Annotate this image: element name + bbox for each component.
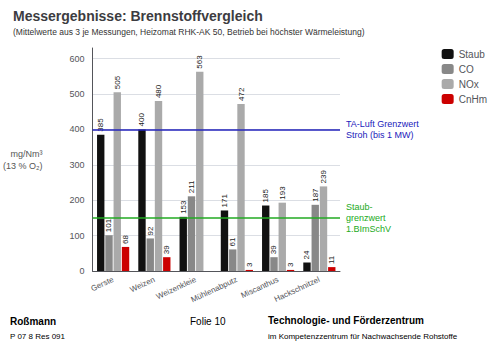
svg-text:563: 563 [195,55,204,69]
svg-text:grenzwert: grenzwert [346,213,386,223]
svg-text:P 07 8 Res 091: P 07 8 Res 091 [10,332,66,341]
svg-text:(Mittelwerte aus 3 je Messunge: (Mittelwerte aus 3 je Messungen, Heizoma… [13,27,365,37]
svg-text:Folie 10: Folie 10 [190,316,226,327]
svg-text:200: 200 [69,195,84,205]
svg-text:Mühlenabputz: Mühlenabputz [190,275,239,304]
svg-text:Miscanthus: Miscanthus [239,274,280,301]
svg-text:Technologie- und Förderzentrum: Technologie- und Förderzentrum [268,315,424,326]
svg-text:400: 400 [137,113,146,127]
svg-text:NOx: NOx [459,79,479,90]
svg-text:(13 % O₂): (13 % O₂) [3,161,43,171]
svg-text:Weizenkleie: Weizenkleie [154,274,198,302]
svg-text:Messergebnisse: Brennstoffverg: Messergebnisse: Brennstoffvergleich [13,8,263,24]
svg-text:Hackschnitzel: Hackschnitzel [273,275,322,304]
svg-text:39: 39 [162,245,171,254]
svg-text:CnHm: CnHm [459,94,487,105]
svg-text:472: 472 [237,87,246,101]
svg-text:1.BImSchV: 1.BImSchV [346,224,391,234]
svg-text:193: 193 [278,186,287,200]
svg-text:239: 239 [319,170,328,184]
svg-text:101: 101 [104,218,113,232]
svg-text:100: 100 [69,231,84,241]
svg-text:171: 171 [220,194,229,208]
svg-text:68: 68 [121,234,130,243]
svg-text:600: 600 [69,54,84,64]
svg-text:92: 92 [146,226,155,235]
svg-text:11: 11 [327,255,336,264]
svg-text:im Kompetenzzentrum für Nachwa: im Kompetenzzentrum für Nachwachsende Ro… [268,332,458,341]
svg-text:153: 153 [179,200,188,214]
svg-text:0: 0 [79,266,84,276]
svg-text:24: 24 [302,250,311,259]
svg-text:61: 61 [228,237,237,246]
svg-text:Staub: Staub [459,49,486,60]
svg-text:TA-Luft Grenzwert: TA-Luft Grenzwert [346,119,419,129]
svg-text:Gerste: Gerste [90,275,116,294]
svg-text:300: 300 [69,160,84,170]
svg-text:185: 185 [261,189,270,203]
svg-text:211: 211 [187,180,196,193]
svg-text:Weizen: Weizen [128,275,156,294]
svg-text:Roßmann: Roßmann [10,316,56,327]
svg-text:Stroh (bis 1 MW): Stroh (bis 1 MW) [346,130,414,140]
svg-text:mg/Nm³: mg/Nm³ [11,149,43,159]
svg-text:187: 187 [311,188,320,202]
svg-text:Staub-: Staub- [346,202,373,212]
svg-text:400: 400 [69,124,84,134]
svg-text:CO: CO [459,64,474,75]
svg-text:3: 3 [286,262,295,267]
svg-text:39: 39 [269,245,278,254]
svg-text:500: 500 [69,89,84,99]
svg-text:505: 505 [113,75,122,89]
svg-text:3: 3 [245,262,254,267]
svg-text:480: 480 [154,84,163,98]
svg-text:385: 385 [96,118,106,132]
